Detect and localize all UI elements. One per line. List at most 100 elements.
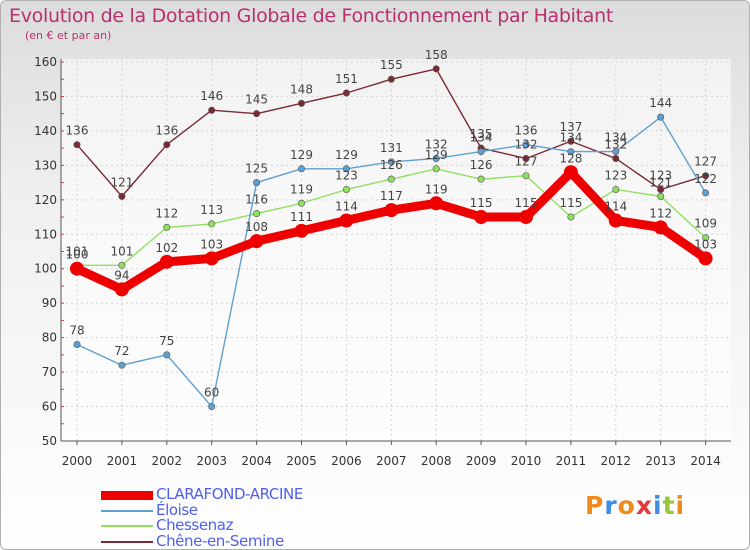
logo-letter: P xyxy=(585,491,605,520)
data-label: 136 xyxy=(155,124,178,138)
data-label: 126 xyxy=(380,158,403,172)
data-label: 60 xyxy=(204,386,219,400)
data-point xyxy=(73,341,81,349)
data-point xyxy=(608,213,623,228)
y-tick-label: 70 xyxy=(42,365,57,379)
data-point xyxy=(387,175,395,183)
y-tick-label: 80 xyxy=(42,331,57,345)
data-label: 123 xyxy=(335,168,358,182)
data-point xyxy=(477,148,485,156)
data-label: 125 xyxy=(245,162,268,176)
data-point xyxy=(474,210,489,225)
x-tick-label: 2013 xyxy=(645,454,676,468)
data-label: 75 xyxy=(159,334,174,348)
data-point xyxy=(567,137,575,145)
data-point xyxy=(253,179,261,187)
x-tick-label: 2004 xyxy=(241,454,272,468)
data-point xyxy=(297,99,305,107)
y-tick-label: 110 xyxy=(34,227,57,241)
x-tick-label: 2005 xyxy=(286,454,317,468)
data-point xyxy=(387,158,395,166)
x-tick-label: 2009 xyxy=(466,454,497,468)
data-point xyxy=(657,185,665,193)
data-label: 131 xyxy=(380,141,403,155)
data-label: 144 xyxy=(649,96,672,110)
data-label: 94 xyxy=(114,268,129,282)
data-point xyxy=(118,192,126,200)
data-point xyxy=(563,165,578,180)
data-label: 116 xyxy=(245,193,268,207)
data-point xyxy=(432,154,440,162)
legend-label: Chessenaz xyxy=(156,516,234,534)
data-label: 112 xyxy=(155,206,178,220)
data-label: 119 xyxy=(425,182,448,196)
legend-swatch xyxy=(101,490,153,500)
data-point xyxy=(657,192,665,200)
data-point xyxy=(477,175,485,183)
data-point xyxy=(429,196,444,211)
data-point xyxy=(567,213,575,221)
data-label: 137 xyxy=(559,120,582,134)
data-point xyxy=(522,141,530,149)
data-label: 109 xyxy=(694,217,717,231)
data-point xyxy=(163,223,171,231)
data-label: 72 xyxy=(114,344,129,358)
data-label: 128 xyxy=(559,151,582,165)
legend-swatch xyxy=(101,525,153,527)
logo-letter: o xyxy=(617,491,636,520)
x-tick-label: 2007 xyxy=(376,454,407,468)
data-point xyxy=(208,220,216,228)
data-point xyxy=(702,234,710,242)
data-point xyxy=(118,261,126,269)
data-point xyxy=(342,89,350,97)
legend-label: Éloise xyxy=(156,501,198,519)
data-point xyxy=(163,141,171,149)
x-tick-label: 2011 xyxy=(556,454,587,468)
data-point xyxy=(653,220,668,235)
x-tick-label: 2006 xyxy=(331,454,362,468)
data-label: 135 xyxy=(470,127,493,141)
data-point xyxy=(118,361,126,369)
data-label: 103 xyxy=(694,237,717,251)
data-label: 123 xyxy=(604,168,627,182)
y-tick-label: 140 xyxy=(34,124,57,138)
data-point xyxy=(342,165,350,173)
data-point xyxy=(208,403,216,411)
data-label: 134 xyxy=(604,131,627,145)
data-point xyxy=(73,141,81,149)
data-label: 123 xyxy=(649,168,672,182)
data-label: 101 xyxy=(66,244,89,258)
data-label: 134 xyxy=(559,131,582,145)
x-tick-label: 2001 xyxy=(107,454,138,468)
data-label: 78 xyxy=(69,324,84,338)
x-tick-label: 2003 xyxy=(196,454,227,468)
data-label: 115 xyxy=(559,196,582,210)
data-label: 101 xyxy=(110,244,133,258)
data-point xyxy=(702,189,710,197)
x-tick-label: 2010 xyxy=(511,454,542,468)
data-point xyxy=(522,172,530,180)
data-label: 136 xyxy=(515,124,538,138)
data-point xyxy=(208,106,216,114)
data-label: 148 xyxy=(290,82,313,96)
x-tick-label: 2014 xyxy=(690,454,721,468)
data-label: 146 xyxy=(200,89,223,103)
data-label: 127 xyxy=(694,155,717,169)
data-label: 119 xyxy=(290,182,313,196)
data-point xyxy=(249,234,264,249)
logo-letter: t xyxy=(662,491,676,520)
chart-title: Evolution de la Dotation Globale de Fonc… xyxy=(9,5,614,27)
data-point xyxy=(612,154,620,162)
data-point xyxy=(114,282,129,297)
data-label: 100 xyxy=(66,248,89,262)
data-point xyxy=(612,185,620,193)
data-point xyxy=(387,75,395,83)
data-label: 126 xyxy=(470,158,493,172)
x-tick-label: 2008 xyxy=(421,454,452,468)
x-tick-label: 2000 xyxy=(62,454,93,468)
data-label: 102 xyxy=(155,241,178,255)
data-label: 132 xyxy=(425,137,448,151)
x-tick-label: 2012 xyxy=(601,454,632,468)
data-label: 122 xyxy=(694,172,717,186)
